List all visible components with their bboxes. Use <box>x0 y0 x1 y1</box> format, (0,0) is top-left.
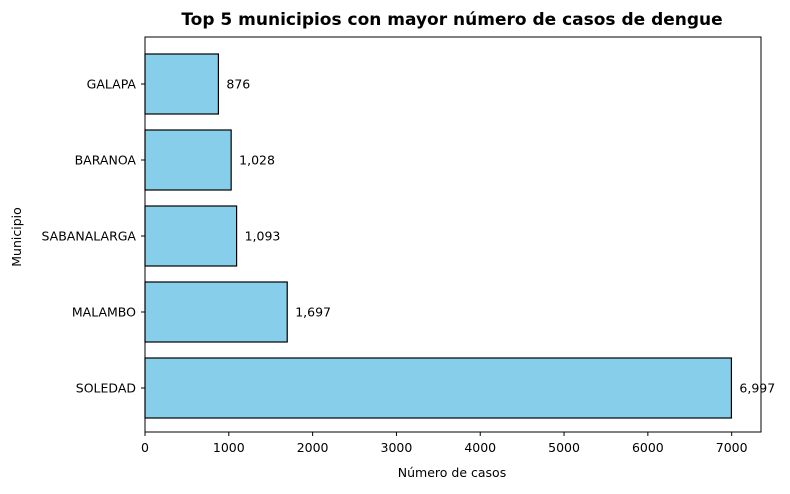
x-tick-label: 4000 <box>464 440 496 455</box>
y-tick-label-baranoa: BARANOA <box>75 153 137 168</box>
x-tick-label: 6000 <box>632 440 664 455</box>
chart-title: Top 5 municipios con mayor número de cas… <box>181 10 722 30</box>
x-tick-label: 3000 <box>381 440 413 455</box>
y-tick-label-soledad: SOLEDAD <box>76 381 136 396</box>
data-label-soledad: 6,997 <box>739 381 775 396</box>
x-tick-label: 7000 <box>716 440 748 455</box>
data-label-sabanalarga: 1,093 <box>245 229 281 244</box>
y-axis-label: Municipio <box>9 207 24 267</box>
data-label-galapa: 876 <box>226 77 250 92</box>
x-tick-label: 5000 <box>548 440 580 455</box>
y-tick-label-galapa: GALAPA <box>87 77 137 92</box>
data-label-malambo: 1,697 <box>295 305 331 320</box>
y-tick-label-sabanalarga: SABANALARGA <box>42 229 137 244</box>
bar-sabanalarga <box>144 205 238 267</box>
x-axis-label: Número de casos <box>398 465 506 480</box>
data-label-baranoa: 1,028 <box>239 153 275 168</box>
bar-baranoa <box>144 129 232 191</box>
x-tick-label: 0 <box>141 440 149 455</box>
bar-soledad <box>144 357 733 419</box>
bar-galapa <box>144 53 220 115</box>
x-tick-label: 2000 <box>297 440 329 455</box>
y-tick-label-malambo: MALAMBO <box>72 305 136 320</box>
bar-malambo <box>144 281 288 343</box>
plot-area: 6,997 SOLEDAD 1,697 MALAMBO 1,093 SABANALARGA… <box>42 36 775 455</box>
x-tick-label: 1000 <box>213 440 245 455</box>
plot-frame <box>144 36 762 433</box>
